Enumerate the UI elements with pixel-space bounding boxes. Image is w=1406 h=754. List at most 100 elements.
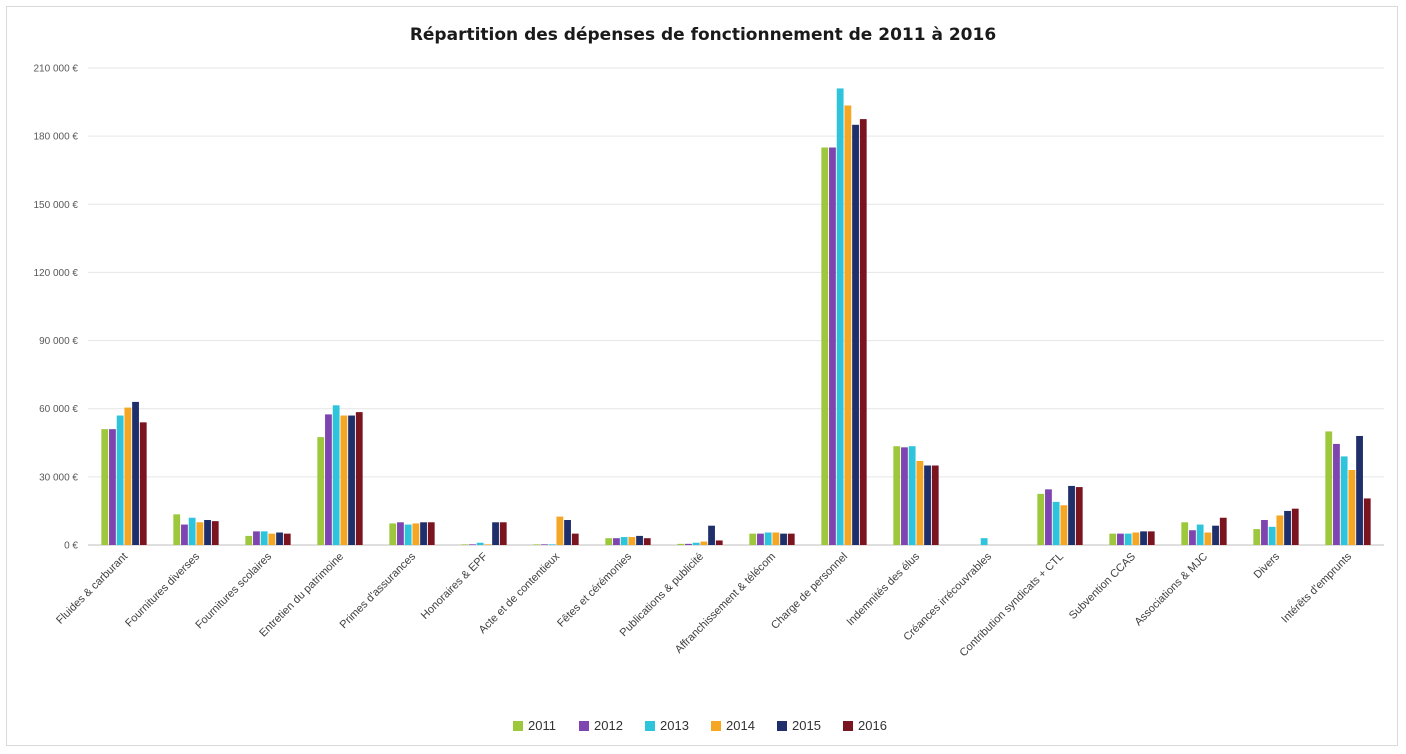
bar: [1147, 531, 1155, 545]
bar: [1204, 532, 1212, 545]
bar: [1052, 501, 1060, 545]
y-tick-label: 0 €: [64, 541, 78, 552]
bar: [211, 521, 219, 545]
bar: [204, 520, 211, 545]
bar: [276, 532, 283, 545]
bar: [980, 538, 988, 545]
bars: [101, 88, 1371, 546]
bar: [1140, 531, 1147, 545]
legend-label: 2012: [594, 718, 623, 733]
bar: [132, 401, 139, 545]
bar: [677, 543, 685, 545]
x-category-label: Publications & publicité: [618, 551, 706, 639]
bar: [412, 523, 420, 545]
bar: [1117, 533, 1124, 545]
legend-swatch: [513, 721, 523, 731]
bar: [749, 533, 757, 545]
chart-frame: [6, 6, 1398, 746]
bar: [469, 544, 476, 545]
bar: [1132, 532, 1140, 545]
x-category-label: Indemnités des élus: [844, 550, 922, 628]
bar: [461, 544, 469, 545]
bar: [1325, 431, 1333, 545]
bar: [1261, 520, 1268, 545]
bar: [643, 538, 651, 545]
bar: [181, 524, 188, 545]
bar: [571, 533, 579, 545]
x-category-label: Associations & MJC: [1132, 551, 1210, 629]
bar: [901, 447, 908, 545]
bar: [821, 147, 829, 545]
bar: [355, 412, 363, 545]
bar: [924, 465, 931, 545]
bar: [1189, 530, 1196, 545]
bar: [605, 538, 613, 545]
y-tick-label: 120 000 €: [34, 268, 79, 279]
bar: [124, 407, 132, 545]
bar: [1284, 510, 1291, 545]
bar: [916, 460, 924, 545]
bar: [196, 522, 204, 545]
legend-label: 2015: [792, 718, 821, 733]
bar: [1363, 498, 1371, 545]
bar: [1348, 470, 1356, 545]
x-category-label: Intérêts d'emprunts: [1279, 550, 1354, 625]
bar: [499, 522, 507, 545]
y-tick-label: 60 000 €: [39, 404, 78, 415]
bar: [1181, 522, 1189, 545]
legend-swatch: [843, 721, 853, 731]
bar: [404, 524, 412, 545]
bar: [620, 537, 628, 545]
bar: [893, 446, 901, 545]
y-tick-label: 30 000 €: [39, 472, 78, 483]
bar: [484, 544, 492, 545]
bar: [852, 124, 859, 545]
bar: [283, 533, 291, 545]
bar: [492, 522, 499, 545]
bar: [1291, 508, 1299, 545]
bar: [757, 533, 764, 545]
bar: [772, 532, 780, 545]
bar: [420, 522, 427, 545]
bar: [541, 544, 548, 545]
bar: [1356, 435, 1363, 545]
bar: [715, 540, 723, 545]
bar: [787, 533, 795, 545]
bar: [476, 542, 484, 545]
bar: [116, 415, 124, 545]
bar: [844, 105, 852, 545]
y-axis-ticks: 0 € 30 000 € 60 000 € 90 000 € 120 000 € 150 …: [34, 64, 79, 552]
bar: [332, 405, 340, 545]
legend-swatch: [579, 721, 589, 731]
bar: [139, 422, 147, 545]
bar: [700, 541, 708, 545]
bar: [1276, 515, 1284, 545]
bar: [628, 537, 636, 545]
x-category-label: Fluides & carburant: [54, 551, 130, 627]
x-category-label: Fournitures scolaires: [193, 550, 274, 631]
bar: [931, 465, 939, 545]
bar: [836, 88, 844, 545]
bar: [101, 429, 109, 545]
bar: [1109, 533, 1117, 545]
bar: [613, 538, 620, 545]
bar: [1068, 485, 1075, 545]
chart-title: Répartition des dépenses de fonctionneme…: [410, 25, 996, 45]
y-tick-label: 90 000 €: [39, 336, 78, 347]
bar: [564, 520, 571, 545]
bar: [1340, 456, 1348, 545]
bar: [1212, 525, 1219, 545]
bar: [325, 414, 332, 545]
bar: [556, 516, 564, 545]
bar: [427, 522, 435, 545]
legend-label: 2014: [726, 718, 755, 733]
bar: [317, 437, 325, 545]
x-category-label: Acte et de contentieux: [477, 550, 563, 636]
bar: [1219, 517, 1227, 545]
bar: [1124, 533, 1132, 545]
bar: [268, 533, 276, 545]
legend-swatch: [777, 721, 787, 731]
bar: [1075, 487, 1083, 545]
bar: [1253, 529, 1261, 545]
